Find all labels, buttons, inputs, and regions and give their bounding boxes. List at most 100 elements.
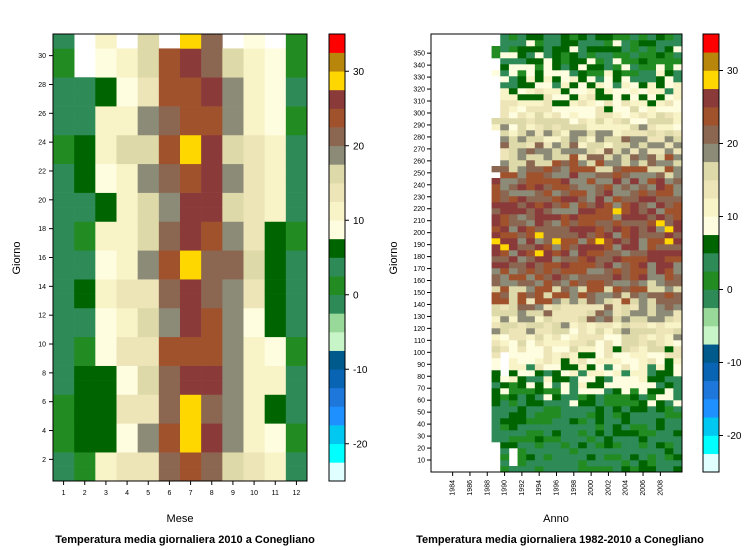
heatmap-cell [543, 346, 553, 353]
heatmap-cell [508, 328, 518, 335]
heatmap-cell [612, 460, 622, 467]
heatmap-cell [517, 256, 527, 263]
heatmap-cell [586, 340, 596, 347]
heatmap-cell [500, 118, 510, 125]
y-tick-label: 26 [38, 111, 46, 118]
heatmap-cell [500, 130, 510, 137]
heatmap-cell [612, 202, 622, 209]
heatmap-cell [491, 310, 501, 317]
y-tick-label: 100 [413, 350, 425, 357]
heatmap-cell [621, 286, 631, 293]
heatmap-cell [74, 437, 96, 453]
heatmap-cell [517, 214, 527, 221]
heatmap-cell [664, 160, 674, 167]
heatmap-cell [578, 412, 588, 419]
heatmap-cell [621, 370, 631, 377]
heatmap-cell [500, 418, 510, 425]
heatmap-cell [116, 351, 138, 366]
heatmap-cell [560, 382, 570, 389]
heatmap-cell [95, 221, 117, 237]
heatmap-cell [517, 100, 527, 107]
heatmap-cell [543, 58, 553, 65]
heatmap-cell [534, 136, 544, 143]
heatmap-cell [526, 70, 536, 77]
heatmap-cell [534, 256, 544, 263]
heatmap-cell [517, 262, 527, 269]
heatmap-cell [508, 316, 518, 323]
x-tick-label: 2006 [640, 480, 647, 496]
heatmap-cell [534, 70, 544, 77]
heatmap-cell [638, 88, 648, 95]
heatmap-cell [201, 207, 223, 222]
heatmap-cell [508, 70, 518, 77]
heatmap-cell [560, 328, 570, 335]
heatmap-cell [500, 334, 510, 341]
heatmap-cell [500, 274, 510, 281]
heatmap-cell [508, 100, 518, 107]
x-tick-label: 6 [167, 490, 171, 497]
heatmap-cell [647, 88, 657, 95]
colorbar-tick-label: 20 [353, 141, 365, 152]
y-tick-label: 340 [413, 63, 425, 70]
heatmap-cell [630, 160, 640, 167]
heatmap-cell [638, 256, 648, 263]
heatmap-cell [638, 286, 648, 293]
heatmap-cell [491, 298, 501, 305]
heatmap-cell [508, 406, 518, 413]
heatmap-cell [586, 166, 596, 173]
heatmap-cell [595, 466, 605, 473]
heatmap-cell [508, 238, 518, 245]
heatmap-cell [569, 124, 579, 131]
heatmap-cell [560, 82, 570, 89]
heatmap-cell [508, 244, 518, 251]
y-tick-label: 8 [42, 370, 46, 377]
heatmap-cell [116, 307, 138, 323]
heatmap-cell [612, 298, 622, 305]
heatmap-cell [638, 40, 648, 47]
heatmap-cell [638, 136, 648, 143]
heatmap-cell [534, 34, 544, 41]
heatmap-cell [285, 307, 308, 323]
heatmap-cell [621, 430, 631, 437]
heatmap-cell [647, 142, 657, 149]
heatmap-cell [180, 106, 202, 121]
heatmap-cell [137, 380, 160, 395]
heatmap-cell [508, 412, 518, 419]
heatmap-cell [673, 196, 683, 203]
heatmap-cell [647, 346, 657, 353]
heatmap-cell [569, 262, 579, 269]
heatmap-cell [578, 346, 588, 353]
heatmap-cell [586, 274, 596, 281]
heatmap-cell [158, 91, 181, 107]
heatmap-cell [116, 365, 138, 381]
heatmap-cell [673, 250, 683, 257]
heatmap-cell [508, 184, 518, 191]
heatmap-cell [116, 48, 138, 64]
heatmap-cell [534, 262, 544, 269]
heatmap-cell [560, 154, 570, 161]
heatmap-cell [595, 40, 605, 47]
heatmap-cell [647, 364, 657, 371]
heatmap-cell [491, 358, 501, 365]
heatmap-cell [508, 418, 518, 425]
heatmap-cell [612, 334, 622, 341]
heatmap-cell [673, 178, 683, 185]
heatmap-cell [595, 190, 605, 197]
heatmap-cell [630, 364, 640, 371]
heatmap-cell [552, 460, 562, 467]
heatmap-cell [534, 94, 544, 101]
heatmap-cell [552, 136, 562, 143]
heatmap-cell [621, 400, 631, 407]
heatmap-cell [586, 334, 596, 341]
heatmap-cell [664, 328, 674, 335]
heatmap-cell [95, 452, 117, 467]
heatmap-cell [508, 298, 518, 305]
heatmap-cell [578, 394, 588, 401]
heatmap-cell [500, 304, 510, 311]
heatmap-cell [201, 264, 223, 280]
heatmap-cell [552, 184, 562, 191]
heatmap-cell [74, 264, 96, 280]
heatmap-cell [604, 412, 614, 419]
heatmap-cell [137, 437, 160, 453]
heatmap-cell [552, 358, 562, 365]
